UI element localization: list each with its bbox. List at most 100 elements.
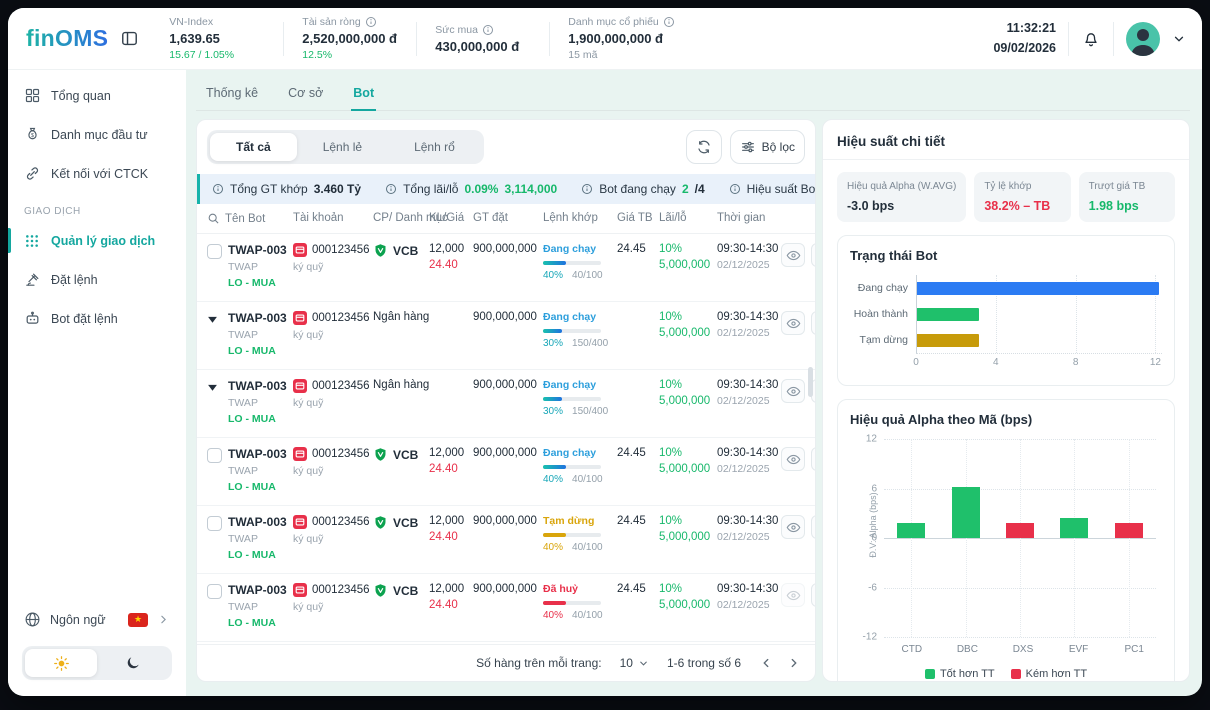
page-range: 1-6 trong số 6 <box>666 656 741 670</box>
filter-label: Bộ lọc <box>761 140 795 154</box>
cancel-order-button[interactable] <box>811 447 815 471</box>
view-button[interactable] <box>781 243 805 267</box>
language-selector[interactable]: Ngôn ngữ ★ <box>22 603 172 636</box>
tab-thống-kê[interactable]: Thống kê <box>206 86 259 100</box>
summary-item: Hiệu suất Bot45% <box>729 182 815 196</box>
sidebar-toggle-button[interactable] <box>120 29 139 48</box>
sliders-icon <box>741 141 754 153</box>
price: 24.40 <box>429 463 458 475</box>
sidebar-item-bag[interactable]: $ Danh mục đầu tư <box>8 115 186 154</box>
order-time: 09:30-14:30 <box>717 311 779 323</box>
card-value: 1.98 bps <box>1088 199 1139 213</box>
row-checkbox[interactable] <box>207 448 222 463</box>
row-checkbox[interactable] <box>207 516 222 531</box>
hbar <box>917 281 1160 295</box>
row-expand-caret[interactable] <box>207 314 222 357</box>
symbol: Ngân hàng <box>373 379 430 391</box>
notifications-button[interactable] <box>1081 29 1101 49</box>
scrollbar-thumb[interactable] <box>808 366 813 397</box>
filter-button[interactable]: Bộ lọc <box>729 130 805 164</box>
info-icon[interactable] <box>729 183 741 195</box>
progress-bar <box>543 397 601 401</box>
card-label: Hiệu quả Alpha (W.AVG) <box>847 181 957 192</box>
legend-item: Tốt hơn TT <box>924 668 995 680</box>
info-icon[interactable] <box>482 24 494 36</box>
next-page-button[interactable] <box>787 656 801 670</box>
hbar-category-label: Đang chạy <box>857 282 908 294</box>
tab-cơ-sở[interactable]: Cơ sở <box>288 86 324 100</box>
progress-percent: 40% <box>543 542 564 553</box>
account-type: ký quỹ <box>293 397 324 409</box>
bag-icon: $ <box>24 126 41 143</box>
progress-fraction: 40/100 <box>572 270 603 281</box>
progress-bar <box>543 465 601 469</box>
symbol: VCB <box>393 583 419 598</box>
column-header[interactable]: KL/Giá <box>429 212 465 224</box>
info-icon[interactable] <box>212 183 224 195</box>
column-header[interactable]: CP/ Danh mục <box>373 212 448 224</box>
view-button[interactable] <box>781 515 805 539</box>
column-header[interactable]: Giá TB <box>617 212 653 224</box>
column-header[interactable]: Lãi/lỗ <box>659 212 687 224</box>
sidebar-item-gavel[interactable]: Đặt lệnh <box>8 260 186 299</box>
sidebar-item-robot[interactable]: Bot đặt lệnh <box>8 299 186 338</box>
profile-menu-button[interactable] <box>1172 32 1186 46</box>
row-checkbox[interactable] <box>207 584 222 599</box>
stat-sub: 15.67 / 1.05% <box>169 49 235 61</box>
sidebar-item-link[interactable]: Kết nối với CTCK <box>8 154 186 193</box>
page-size-select[interactable]: 10 <box>620 656 649 670</box>
order-side: LO - MUA <box>228 413 276 425</box>
row-expand-caret[interactable] <box>207 382 222 425</box>
search-icon[interactable] <box>207 212 220 225</box>
segment-button[interactable]: Tất cả <box>210 133 297 161</box>
sidebar-item-grid[interactable]: Tổng quan <box>8 76 186 115</box>
x-category-label: CTD <box>901 644 923 655</box>
info-icon[interactable] <box>663 16 675 28</box>
account-number: 000123456 <box>312 312 370 324</box>
light-mode-button[interactable] <box>25 649 97 677</box>
cancel-order-button[interactable] <box>811 243 815 267</box>
segment-button[interactable]: Lệnh rổ <box>414 140 455 154</box>
view-button[interactable] <box>781 447 805 471</box>
dark-mode-button[interactable] <box>97 649 169 677</box>
cancel-order-button[interactable] <box>811 515 815 539</box>
info-icon[interactable] <box>581 183 593 195</box>
row-checkbox[interactable] <box>207 244 222 259</box>
pnl-value: 5,000,000 <box>659 327 711 339</box>
table-row: TWAP-003 TWAP LO - MUA 000123456 ký quỹ VCB 12… <box>197 574 815 642</box>
view-button[interactable] <box>781 311 805 335</box>
view-button[interactable] <box>781 379 805 403</box>
summary-item: Tổng GT khớp 3.460 Tỷ <box>212 182 361 196</box>
column-header[interactable]: Tên Bot <box>207 212 291 225</box>
pnl-value: 5,000,000 <box>659 531 711 543</box>
column-header[interactable]: Lệnh khớp <box>543 212 598 224</box>
cancel-order-button[interactable] <box>811 583 815 607</box>
order-side: LO - MUA <box>228 277 276 289</box>
info-icon[interactable] <box>365 16 377 28</box>
bot-name: TWAP-003 <box>228 583 287 597</box>
prev-page-button[interactable] <box>759 656 773 670</box>
account-badge-icon <box>293 583 307 597</box>
panel-title: Hiệu suất chi tiết <box>823 132 1189 160</box>
chevron-right-icon[interactable] <box>157 613 170 626</box>
quantity: 12,000 <box>429 515 465 527</box>
refresh-button[interactable] <box>685 130 722 164</box>
price: 24.40 <box>429 531 458 543</box>
column-header[interactable]: Tài khoản <box>293 212 344 224</box>
column-header[interactable]: Thời gian <box>717 212 766 224</box>
tab-bot[interactable]: Bot <box>351 76 377 111</box>
order-time: 09:30-14:30 <box>717 583 779 595</box>
cancel-order-button[interactable] <box>811 311 815 335</box>
avatar[interactable] <box>1126 21 1160 56</box>
pnl-percent: 10% <box>659 583 683 595</box>
pagination: Số hàng trên mỗi trang: 10 1-6 trong số … <box>197 644 815 681</box>
segment-button[interactable]: Lệnh lẻ <box>322 140 363 154</box>
clock-time: 11:32:21 <box>1006 21 1056 36</box>
quantity: 12,000 <box>429 447 465 459</box>
vbar <box>897 523 926 538</box>
view-button[interactable] <box>781 583 805 607</box>
info-icon[interactable] <box>385 183 397 195</box>
card-value: -3.0 bps <box>847 199 895 213</box>
sidebar-item-dots[interactable]: Quản lý giao dịch <box>8 221 186 260</box>
column-header[interactable]: GT đặt <box>473 212 508 224</box>
